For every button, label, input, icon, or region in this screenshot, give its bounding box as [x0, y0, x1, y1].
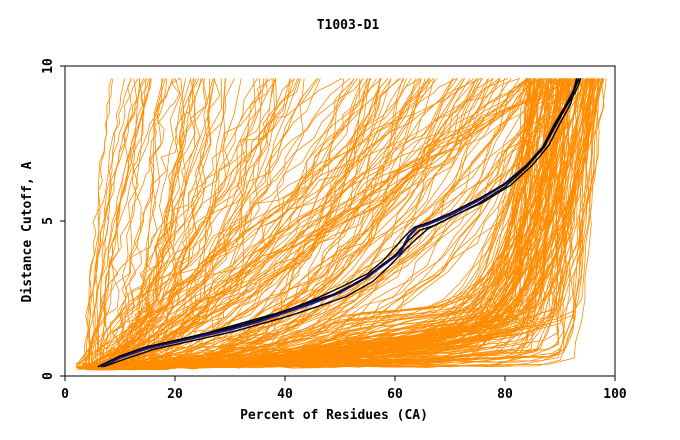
series-reference-3 — [97, 78, 578, 368]
model-curve — [87, 78, 577, 368]
model-curve — [100, 78, 273, 366]
model-curve — [109, 78, 593, 369]
model-curve — [98, 78, 125, 367]
x-axis-label: Percent of Residues (CA) — [240, 408, 428, 423]
model-curve — [117, 78, 434, 370]
y-tick-label: 5 — [41, 217, 56, 225]
model-curve — [114, 78, 291, 368]
model-curve — [109, 78, 570, 369]
model-curve — [83, 78, 377, 371]
model-curve — [97, 78, 552, 365]
model-curve — [114, 78, 458, 364]
x-tick-label: 20 — [167, 387, 183, 402]
model-curve — [90, 78, 132, 367]
model-curve — [101, 78, 570, 368]
series-layer — [97, 78, 582, 368]
model-curve — [91, 78, 301, 364]
model-curve — [105, 78, 567, 367]
axis-ticks: 0 20 40 60 80 100 0 5 10 — [41, 58, 627, 402]
model-curve — [105, 78, 573, 365]
model-curve — [78, 78, 364, 366]
model-curve — [114, 78, 546, 370]
model-curve — [100, 78, 299, 367]
model-curve — [104, 78, 495, 368]
model-curve — [115, 78, 563, 367]
model-curve — [92, 78, 420, 370]
y-tick-label: 10 — [41, 58, 56, 74]
x-tick-label: 60 — [387, 387, 403, 402]
x-tick-label: 0 — [61, 387, 69, 402]
model-curve — [92, 78, 477, 369]
model-curve — [111, 78, 203, 365]
model-curve — [102, 78, 482, 367]
model-curve — [98, 78, 276, 368]
model-curve — [90, 78, 181, 367]
y-axis-label: Distance Cutoff, A — [20, 161, 35, 302]
model-curve — [87, 78, 599, 369]
x-tick-label: 40 — [277, 387, 293, 402]
x-tick-label: 100 — [603, 387, 627, 402]
model-curve — [95, 78, 175, 367]
model-curve — [104, 78, 350, 367]
model-curve — [103, 78, 534, 370]
model-curve — [96, 78, 430, 368]
model-curve — [85, 78, 587, 369]
model-curve — [85, 78, 380, 370]
model-curve — [113, 78, 528, 370]
model-curve — [106, 78, 196, 367]
model-curve — [93, 78, 528, 369]
model-curve — [120, 78, 528, 371]
model-curve — [108, 78, 430, 369]
y-tick-label: 0 — [41, 372, 56, 380]
model-curve — [108, 78, 478, 369]
series-reference-2 — [103, 78, 582, 368]
model-curve — [88, 78, 112, 367]
model-curve — [108, 78, 167, 367]
model-curve — [75, 78, 505, 371]
model-curve — [84, 78, 147, 367]
model-curve — [98, 78, 528, 367]
model-curve — [85, 78, 361, 370]
model-curve — [103, 78, 207, 368]
model-curve — [90, 78, 114, 367]
model-curves — [75, 78, 607, 371]
model-curve — [87, 78, 202, 365]
chart-title: T1003-D1 — [317, 18, 380, 33]
x-tick-label: 80 — [497, 387, 513, 402]
model-curve — [106, 78, 535, 370]
model-curve — [104, 78, 541, 368]
model-curve — [109, 78, 319, 369]
model-curve — [85, 78, 132, 367]
model-curve — [102, 78, 291, 368]
